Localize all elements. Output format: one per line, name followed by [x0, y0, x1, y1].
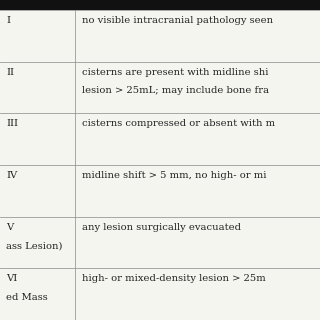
Text: lesion > 25mL; may include bone fra: lesion > 25mL; may include bone fra: [82, 86, 269, 95]
Text: II: II: [6, 68, 14, 76]
Text: ed Mass: ed Mass: [6, 293, 48, 302]
Text: midline shift > 5 mm, no high- or mi: midline shift > 5 mm, no high- or mi: [82, 171, 266, 180]
Text: ass Lesion): ass Lesion): [6, 241, 63, 250]
Text: any lesion surgically evacuated: any lesion surgically evacuated: [82, 222, 241, 231]
Text: III: III: [6, 119, 18, 128]
Text: high- or mixed-density lesion > 25m: high- or mixed-density lesion > 25m: [82, 274, 265, 283]
Text: I: I: [6, 16, 10, 25]
Text: V: V: [6, 222, 14, 231]
Text: IV: IV: [6, 171, 18, 180]
Bar: [0, 0, 320, 10]
Text: no visible intracranial pathology seen: no visible intracranial pathology seen: [82, 16, 273, 25]
Text: cisterns compressed or absent with m: cisterns compressed or absent with m: [82, 119, 275, 128]
Text: cisterns are present with midline shi: cisterns are present with midline shi: [82, 68, 268, 76]
Text: VI: VI: [6, 274, 18, 283]
